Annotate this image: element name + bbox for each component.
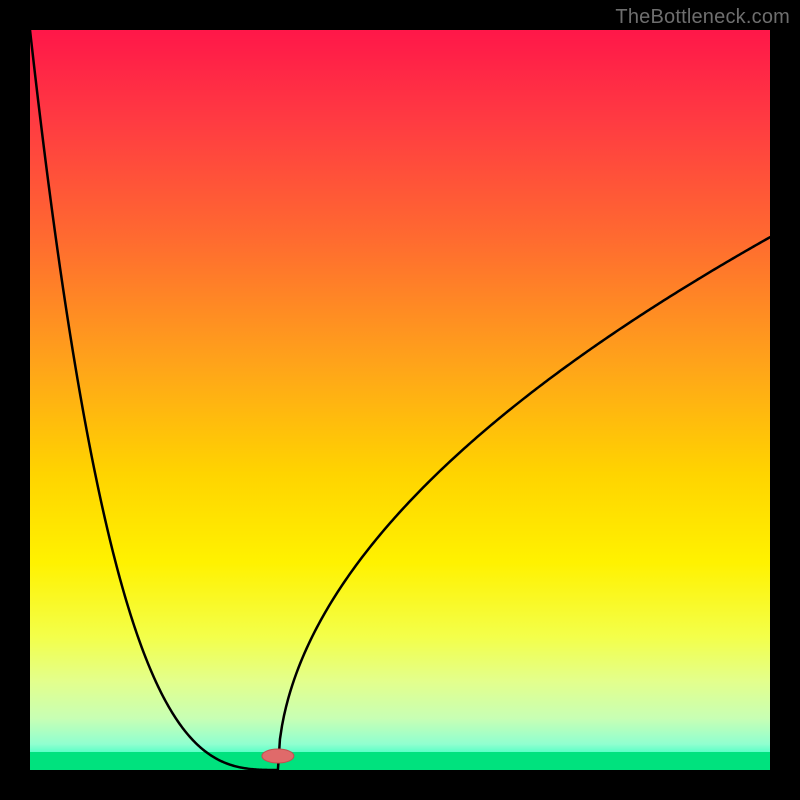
- chart-container: TheBottleneck.com: [0, 0, 800, 800]
- bottleneck-chart: [0, 0, 800, 800]
- bottom-band: [30, 752, 770, 770]
- optimal-marker: [262, 749, 294, 763]
- gradient-background: [30, 30, 770, 770]
- watermark-text: TheBottleneck.com: [615, 6, 790, 29]
